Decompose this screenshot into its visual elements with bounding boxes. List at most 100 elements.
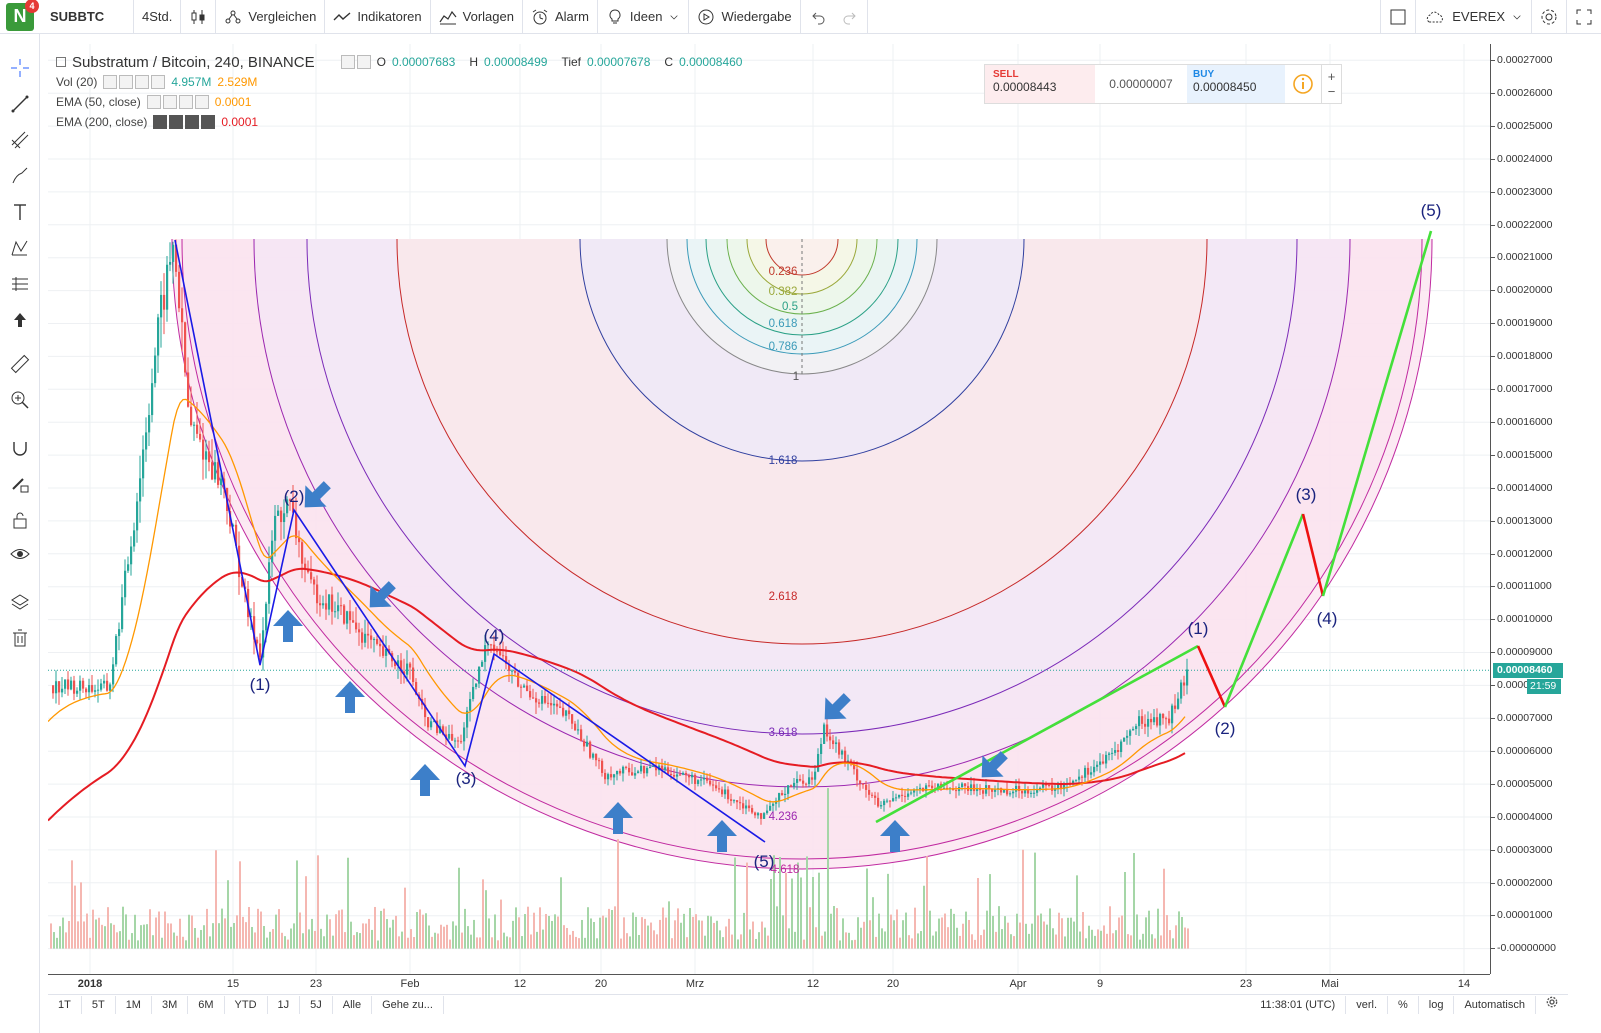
price-axis-label: 0.00023000: [1490, 185, 1553, 198]
volume-bar: [1115, 930, 1117, 949]
range-button[interactable]: YTD: [225, 995, 268, 1014]
candle-body: [262, 630, 265, 658]
candle-body: [1144, 723, 1147, 727]
candle-body: [574, 723, 577, 731]
zoom-tool[interactable]: [8, 388, 32, 412]
candle-body: [604, 772, 607, 780]
volume-bar: [860, 927, 862, 949]
volume-bar: [1109, 906, 1111, 949]
log-toggle[interactable]: log: [1419, 995, 1455, 1014]
measure-tool[interactable]: [8, 352, 32, 376]
trendline-tool[interactable]: [8, 92, 32, 116]
time-axis-label: 2018: [77, 978, 103, 990]
prediction-tool[interactable]: [8, 272, 32, 296]
projection-segment: [1196, 645, 1227, 708]
volume-bar: [671, 938, 673, 949]
price-axis[interactable]: 0.00027000 0.00026000 0.00025000 0.00024000…: [1490, 44, 1570, 974]
series-title[interactable]: Substratum / Bitcoin, 240, BINANCE: [72, 53, 315, 71]
percent-toggle[interactable]: %: [1388, 995, 1419, 1014]
current-price-tag: 0.00008460: [1493, 663, 1563, 679]
candle-body: [577, 729, 580, 731]
ema200-indicator-name[interactable]: EMA (200, close): [56, 115, 148, 129]
ema200-buttons[interactable]: [153, 115, 216, 129]
pitchfork-tool[interactable]: [8, 128, 32, 152]
ema50-buttons[interactable]: [146, 95, 209, 109]
candle-body: [130, 546, 133, 565]
volume-bar: [713, 922, 715, 949]
undo-icon[interactable]: [809, 8, 827, 26]
vol-buttons[interactable]: [103, 75, 166, 89]
candle-body: [64, 679, 67, 689]
volume-bar: [644, 918, 646, 949]
settings-button[interactable]: [1532, 0, 1567, 34]
chart-canvas[interactable]: (1) (2) (3) (4) (5) (1) (2) (3) (4) (5) 0.236 0.38…: [48, 44, 1490, 974]
volume-bar: [149, 909, 151, 949]
buy-button[interactable]: BUY 0.00008450: [1187, 65, 1285, 103]
range-button[interactable]: Alle: [333, 995, 373, 1014]
magnet-tool[interactable]: [8, 436, 32, 460]
remove-drawings-tool[interactable]: [8, 626, 32, 650]
range-button[interactable]: 6M: [188, 995, 225, 1014]
volume-bar: [347, 857, 349, 949]
volume-bar: [128, 939, 130, 949]
candle-body: [571, 714, 574, 724]
candle-body: [529, 691, 532, 698]
ideas-button[interactable]: Ideen: [598, 0, 690, 34]
candle-body: [1006, 789, 1009, 795]
replay-button[interactable]: Wiedergabe: [689, 0, 801, 34]
indicators-button[interactable]: Indikatoren: [325, 0, 431, 34]
candle-body: [847, 760, 850, 762]
range-button[interactable]: 3M: [152, 995, 189, 1014]
plus-icon[interactable]: +: [1327, 69, 1336, 84]
ema50-indicator-name[interactable]: EMA (50, close): [56, 95, 141, 109]
chart-pane[interactable]: (1) (2) (3) (4) (5) (1) (2) (3) (4) (5) 0.236 0.38…: [48, 44, 1490, 974]
time-axis-label: Mai: [1321, 978, 1339, 990]
compare-button[interactable]: Vergleichen: [216, 0, 326, 34]
auto-scale-toggle[interactable]: Automatisch: [1454, 995, 1536, 1014]
range-button[interactable]: 5J: [300, 995, 333, 1014]
adjust-toggle[interactable]: verl.: [1346, 995, 1388, 1014]
ema50-value: 0.0001: [214, 95, 252, 109]
collapse-icon[interactable]: [56, 57, 66, 67]
range-button[interactable]: 1J: [268, 995, 301, 1014]
info-button[interactable]: [1285, 65, 1321, 103]
volume-bar: [275, 914, 277, 949]
alarm-button[interactable]: Alarm: [523, 0, 598, 34]
lock-tool[interactable]: [8, 508, 32, 532]
range-button[interactable]: 5T: [82, 995, 116, 1014]
fullscreen-layout-button[interactable]: [1380, 0, 1417, 34]
goto-date-button[interactable]: Gehe zu...: [372, 995, 444, 1014]
series-buttons[interactable]: [340, 55, 371, 69]
crosshair-tool[interactable]: [8, 56, 32, 80]
clock[interactable]: 11:38:01 (UTC): [1250, 995, 1347, 1014]
chart-type-button[interactable]: [181, 0, 217, 34]
text-tool[interactable]: [8, 200, 32, 224]
volume-bar: [284, 936, 286, 949]
sell-button[interactable]: SELL 0.00008443: [985, 65, 1095, 103]
arrow-tool[interactable]: [8, 308, 32, 332]
brush-tool[interactable]: [8, 164, 32, 188]
candle-body: [448, 733, 451, 739]
broker-selector[interactable]: EVEREX: [1416, 0, 1532, 34]
hide-drawings-tool[interactable]: [8, 542, 32, 566]
logo[interactable]: N 4: [6, 0, 39, 31]
minus-icon[interactable]: −: [1327, 84, 1336, 99]
range-button[interactable]: 1M: [116, 995, 152, 1014]
redo-icon[interactable]: [841, 8, 859, 26]
templates-button[interactable]: Vorlagen: [431, 0, 523, 34]
interval-selector[interactable]: 4Std.: [134, 0, 182, 34]
fullscreen-button[interactable]: [1567, 0, 1601, 34]
object-tree-tool[interactable]: [8, 590, 32, 614]
symbol-search[interactable]: SUBBTC: [42, 0, 134, 34]
pattern-tool[interactable]: [8, 236, 32, 260]
volume-bar: [977, 878, 979, 949]
chart-settings-button[interactable]: [1536, 996, 1568, 1014]
time-axis[interactable]: 2018 15 23 Feb 12 20 Mrz 12 20 Apr 9 23 Mai 14: [48, 974, 1490, 994]
range-button[interactable]: 1T: [48, 995, 82, 1014]
quantity-stepper[interactable]: + −: [1321, 65, 1341, 103]
candle-body: [568, 710, 571, 715]
volume-bar: [773, 855, 775, 949]
vol-indicator-name[interactable]: Vol (20): [56, 75, 98, 89]
candle-body: [862, 783, 865, 785]
stay-drawing-tool[interactable]: [8, 472, 32, 496]
